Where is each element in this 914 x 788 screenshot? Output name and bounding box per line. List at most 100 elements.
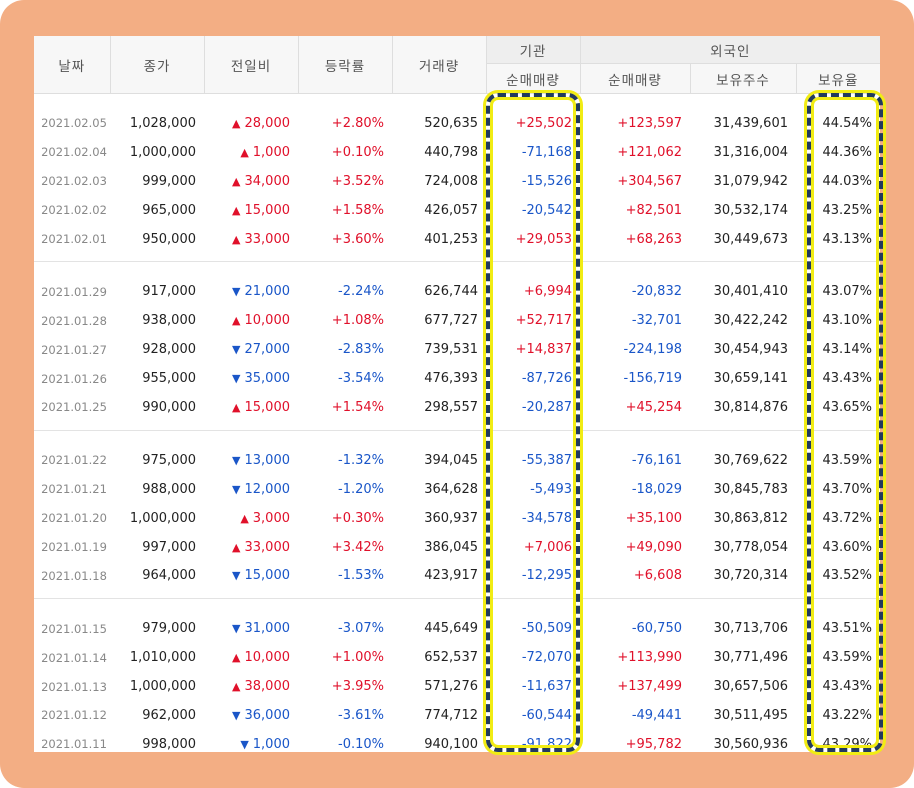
cell-rate: -1.53% [338, 568, 384, 584]
cell-volume: 739,531 [424, 342, 478, 358]
table-row: 2021.01.26 955,000 ▼ 35,000 -3.54% 476,393 -87… [34, 364, 880, 393]
cell-foreign-ratio: 43.14% [822, 342, 873, 358]
table-row: 2021.02.02 965,000 ▲ 15,000 +1.58% 426,057 -20… [34, 196, 880, 225]
triangle-up-icon: ▲ [232, 174, 241, 188]
cell-volume: 520,635 [424, 115, 478, 131]
cell-change-value: 38,000 [244, 679, 291, 695]
cell-date: 2021.01.22 [41, 453, 107, 468]
cell-change-value: 33,000 [244, 231, 291, 247]
triangle-up-icon: ▲ [232, 680, 241, 694]
cell-date: 2021.01.15 [41, 621, 107, 636]
cell-foreign-holding: 30,863,812 [713, 510, 788, 526]
cell-volume: 652,537 [424, 650, 478, 666]
cell-volume: 360,937 [424, 510, 478, 526]
cell-institution-net: +7,006 [523, 539, 572, 555]
cell-close: 988,000 [142, 481, 196, 497]
table-row: 2021.01.11 998,000 ▼ 1,000 -0.10% 940,100 -91,… [34, 730, 880, 752]
cell-change: ▲ 15,000 [204, 393, 298, 422]
triangle-up-icon: ▲ [232, 314, 241, 328]
cell-change: ▲ 15,000 [204, 196, 298, 225]
cell-volume: 426,057 [424, 202, 478, 218]
table-row: 2021.01.20 1,000,000 ▲ 3,000 +0.30% 360,937 -3… [34, 504, 880, 533]
cell-foreign-holding: 30,454,943 [713, 342, 788, 358]
cell-foreign-net: -60,750 [631, 621, 682, 637]
cell-volume: 423,917 [424, 568, 478, 584]
cell-foreign-holding: 30,814,876 [713, 399, 788, 415]
header-change: 전일비 [204, 36, 299, 94]
cell-foreign-ratio: 43.72% [822, 510, 873, 526]
cell-close: 997,000 [142, 539, 196, 555]
triangle-up-icon: ▲ [240, 511, 249, 525]
cell-change: ▼ 12,000 [204, 475, 298, 504]
cell-foreign-holding: 31,079,942 [713, 173, 788, 189]
cell-close: 928,000 [142, 342, 196, 358]
triangle-up-icon: ▲ [232, 540, 241, 554]
cell-institution-net: -55,387 [521, 452, 572, 468]
week-gap [34, 599, 880, 615]
table-row: 2021.01.29 917,000 ▼ 21,000 -2.24% 626,744 +6,… [34, 277, 880, 306]
cell-volume: 394,045 [424, 452, 478, 468]
cell-rate: -2.24% [338, 284, 384, 300]
cell-change: ▲ 28,000 [204, 109, 298, 138]
cell-institution-net: -72,070 [521, 650, 572, 666]
cell-foreign-net: +35,100 [625, 510, 682, 526]
cell-foreign-ratio: 43.22% [822, 707, 873, 723]
cell-foreign-holding: 30,532,174 [713, 202, 788, 218]
cell-date: 2021.01.19 [41, 540, 107, 555]
cell-close: 964,000 [142, 568, 196, 584]
cell-rate: -3.61% [338, 707, 384, 723]
triangle-down-icon: ▼ [232, 708, 241, 722]
table-row: 2021.02.03 999,000 ▲ 34,000 +3.52% 724,008 -15… [34, 167, 880, 196]
cell-change: ▼ 31,000 [204, 614, 298, 643]
cell-change: ▲ 34,000 [204, 167, 298, 196]
cell-close: 955,000 [142, 371, 196, 387]
cell-date: 2021.02.02 [41, 203, 107, 218]
cell-foreign-holding: 30,659,141 [713, 371, 788, 387]
cell-institution-net: -20,542 [521, 202, 572, 218]
cell-foreign-net: -76,161 [631, 452, 682, 468]
cell-foreign-ratio: 43.59% [822, 650, 873, 666]
cell-foreign-holding: 30,713,706 [713, 621, 788, 637]
cell-change: ▲ 38,000 [204, 672, 298, 701]
cell-change-value: 15,000 [244, 399, 291, 415]
week-gap [34, 262, 880, 278]
cell-close: 962,000 [142, 707, 196, 723]
investor-trading-table-panel: 날짜 종가 전일비 등락률 거래량 기관 외국인 순매매량 순매매량 보유주수 … [34, 36, 880, 752]
cell-close: 917,000 [142, 284, 196, 300]
header-institution-net: 순매매량 [486, 63, 581, 94]
cell-volume: 774,712 [424, 707, 478, 723]
table-row: 2021.01.28 938,000 ▲ 10,000 +1.08% 677,727 +52… [34, 306, 880, 335]
cell-rate: -2.83% [338, 342, 384, 358]
cell-change: ▲ 3,000 [204, 504, 298, 533]
cell-institution-net: +6,994 [523, 284, 572, 300]
cell-foreign-holding: 30,422,242 [713, 313, 788, 329]
cell-change: ▲ 10,000 [204, 643, 298, 672]
cell-foreign-ratio: 43.43% [822, 371, 873, 387]
header-foreign-ratio: 보유율 [796, 63, 880, 94]
cell-date: 2021.02.04 [41, 145, 107, 160]
cell-rate: +3.42% [331, 539, 384, 555]
cell-foreign-ratio: 43.25% [822, 202, 873, 218]
cell-rate: -3.07% [338, 621, 384, 637]
week-gap [34, 430, 880, 446]
cell-foreign-holding: 31,316,004 [713, 144, 788, 160]
cell-foreign-holding: 30,778,054 [713, 539, 788, 555]
cell-date: 2021.02.03 [41, 174, 107, 189]
table-row: 2021.01.12 962,000 ▼ 36,000 -3.61% 774,712 -60… [34, 701, 880, 730]
cell-change-value: 3,000 [252, 510, 290, 526]
cell-foreign-holding: 30,771,496 [713, 650, 788, 666]
cell-volume: 571,276 [424, 679, 478, 695]
cell-close: 1,028,000 [129, 115, 196, 131]
cell-volume: 445,649 [424, 621, 478, 637]
table-row: 2021.01.21 988,000 ▼ 12,000 -1.20% 364,628 -5,… [34, 475, 880, 504]
cell-date: 2021.01.12 [41, 708, 107, 723]
cell-foreign-ratio: 44.54% [822, 115, 873, 131]
cell-change-value: 31,000 [244, 621, 291, 637]
cell-change-value: 27,000 [244, 342, 291, 358]
cell-change: ▼ 35,000 [204, 364, 298, 393]
cell-foreign-net: +95,782 [625, 736, 682, 752]
cell-foreign-ratio: 43.65% [822, 399, 873, 415]
cell-volume: 386,045 [424, 539, 478, 555]
cell-change-value: 35,000 [244, 371, 291, 387]
cell-change: ▲ 33,000 [204, 225, 298, 254]
